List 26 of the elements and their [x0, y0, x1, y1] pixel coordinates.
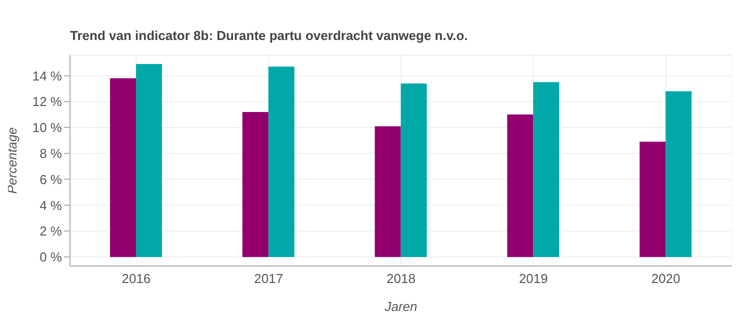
bar [640, 142, 666, 257]
x-axis-title: Jaren [384, 299, 418, 314]
y-tick-label: 0 % [40, 250, 62, 265]
x-tick-label: 2017 [254, 271, 284, 286]
x-tick-label: 2020 [651, 271, 680, 286]
bar [666, 91, 692, 257]
bar [507, 114, 534, 257]
y-tick-label: 10 % [32, 120, 62, 136]
y-tick-label: 14 % [32, 68, 62, 84]
bar [400, 83, 427, 257]
y-tick-label: 2 % [40, 224, 62, 239]
y-tick-label: 6 % [40, 172, 62, 187]
bar [533, 82, 560, 257]
y-tick-label: 8 % [40, 146, 62, 161]
y-tick-label: 12 % [32, 94, 62, 110]
bar [242, 112, 268, 257]
bar [136, 64, 162, 257]
y-axis-title: Percentage [4, 127, 20, 194]
x-tick-label: 2019 [518, 271, 548, 286]
bar [268, 66, 294, 257]
bar [110, 78, 136, 257]
y-tick-label: 4 % [40, 198, 62, 213]
chart-title: Trend van indicator 8b: Durante partu overdracht vanwege n.v.o. [70, 28, 468, 43]
x-tick-label: 2018 [386, 271, 416, 286]
x-tick-label: 2016 [122, 271, 151, 286]
bar [374, 126, 401, 257]
